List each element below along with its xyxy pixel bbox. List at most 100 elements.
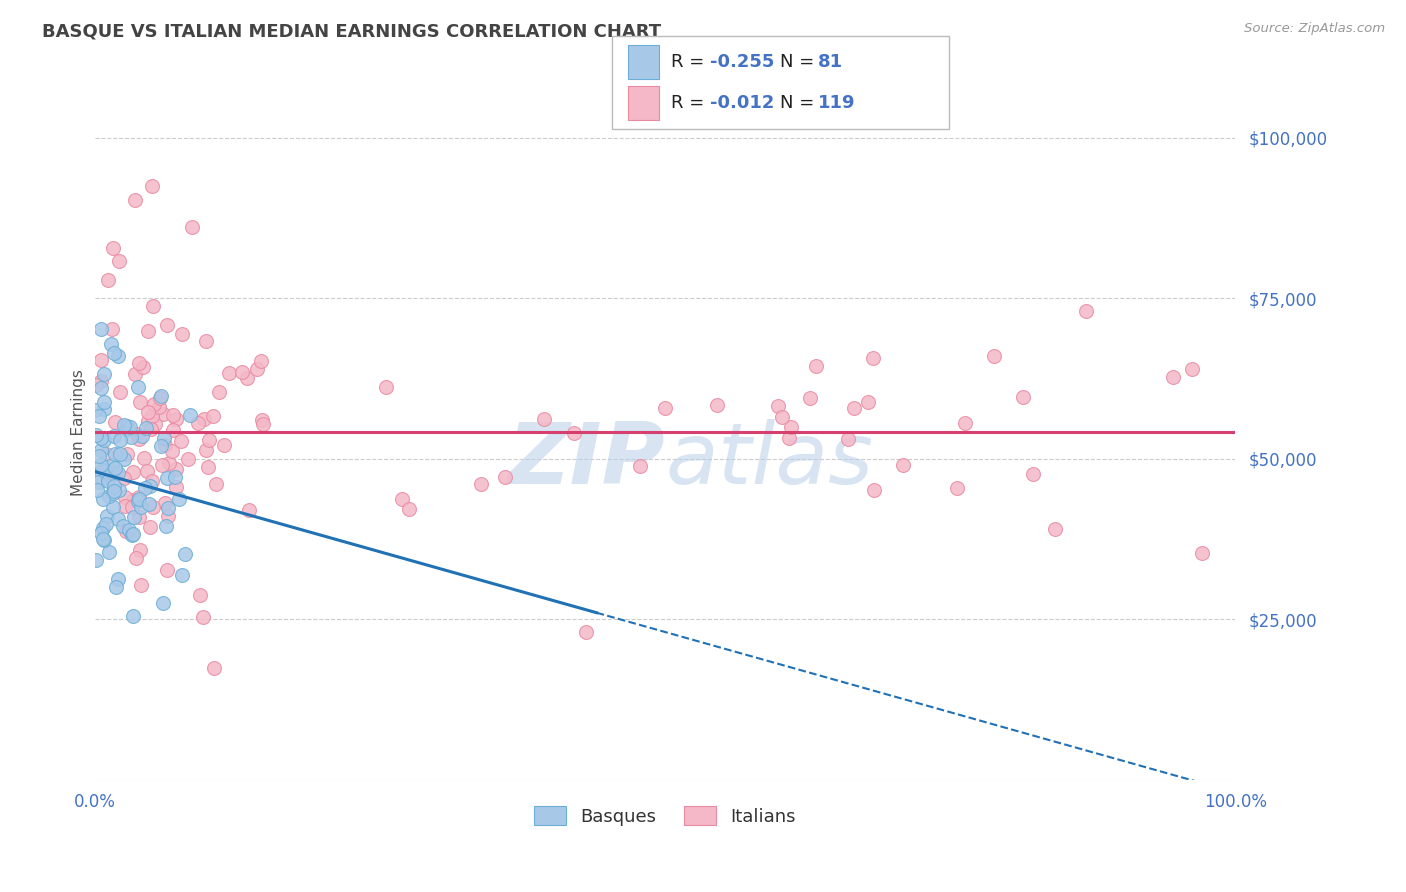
Text: -0.012: -0.012 [710, 95, 775, 112]
Point [97, 273, 120, 287]
Point [139, 520, 162, 534]
Point [142, 300, 165, 314]
Point [157, 456, 180, 470]
Point [212, 438, 235, 452]
Point [1011, 390, 1033, 404]
Point [162, 408, 184, 422]
Point [87, 475, 110, 490]
Point [806, 359, 828, 374]
Point [141, 409, 163, 423]
Point [100, 337, 122, 351]
Point [160, 444, 183, 458]
Point [87, 409, 110, 423]
Point [112, 452, 135, 467]
Point [129, 543, 152, 558]
Point [165, 461, 187, 475]
Point [98, 545, 121, 559]
Point [1022, 467, 1045, 481]
Point [139, 479, 162, 493]
Point [93, 402, 115, 417]
Point [129, 577, 152, 591]
Point [152, 407, 174, 421]
Point [1161, 369, 1184, 384]
Point [121, 500, 143, 515]
Point [93, 367, 115, 381]
Point [174, 547, 197, 561]
Point [770, 410, 793, 425]
Point [136, 464, 159, 478]
Point [238, 503, 260, 517]
Point [953, 417, 976, 431]
Point [117, 419, 139, 434]
Point [156, 318, 179, 332]
Point [1043, 522, 1066, 536]
Point [862, 351, 884, 365]
Point [103, 483, 125, 498]
Point [122, 510, 145, 524]
Point [246, 362, 269, 376]
Point [218, 366, 240, 380]
Point [208, 384, 231, 399]
Point [150, 458, 173, 472]
Point [129, 500, 152, 515]
Point [142, 500, 165, 515]
Point [125, 551, 148, 566]
Point [90, 463, 112, 477]
Point [114, 499, 136, 513]
Point [120, 430, 142, 444]
Point [101, 458, 124, 473]
Point [188, 588, 211, 602]
Point [236, 371, 259, 385]
Point [197, 433, 219, 447]
Point [136, 324, 159, 338]
Point [398, 501, 420, 516]
Point [863, 483, 886, 498]
Point [201, 409, 224, 423]
Point [97, 475, 120, 489]
Point [152, 431, 174, 445]
Point [90, 374, 112, 388]
Point [87, 449, 110, 463]
Point [169, 434, 191, 449]
Point [858, 394, 880, 409]
Point [138, 497, 160, 511]
Point [562, 426, 585, 441]
Point [90, 431, 112, 445]
Point [141, 178, 163, 193]
Point [946, 481, 969, 495]
Point [127, 380, 149, 394]
Point [842, 401, 865, 416]
Point [391, 491, 413, 506]
Point [108, 253, 131, 268]
Point [101, 322, 124, 336]
Point [121, 609, 143, 624]
Point [799, 391, 821, 405]
Point [1181, 362, 1204, 376]
Point [1074, 304, 1097, 318]
Point [494, 470, 516, 484]
Point [93, 492, 115, 507]
Point [84, 553, 107, 567]
Point [98, 490, 121, 504]
Point [124, 368, 146, 382]
Text: N =: N = [780, 53, 820, 70]
Point [131, 360, 153, 375]
Point [179, 409, 201, 423]
Point [90, 526, 112, 541]
Point [128, 432, 150, 446]
Point [162, 423, 184, 437]
Point [112, 471, 135, 485]
Point [108, 385, 131, 400]
Point [893, 458, 915, 472]
Point [114, 490, 136, 504]
Point [156, 508, 179, 523]
Point [143, 417, 166, 432]
Point [108, 483, 131, 497]
Point [122, 492, 145, 507]
Point [155, 438, 177, 452]
Point [165, 470, 187, 484]
Point [86, 483, 108, 498]
Point [121, 527, 143, 541]
Point [115, 447, 138, 461]
Point [187, 416, 209, 430]
